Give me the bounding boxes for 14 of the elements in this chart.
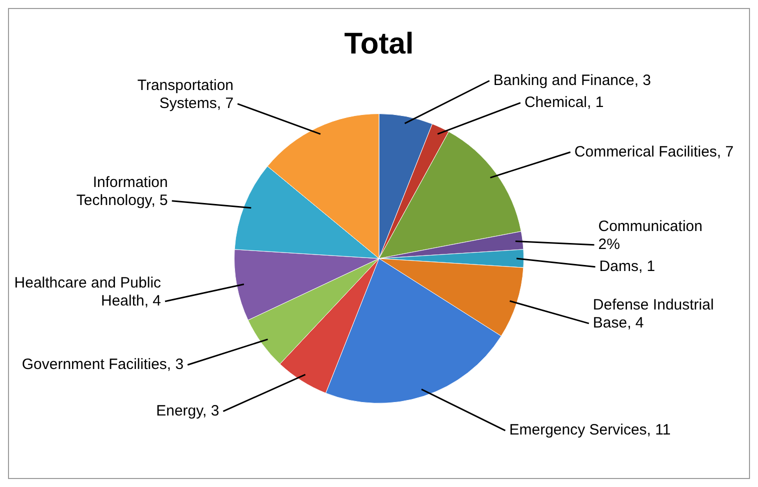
slice-label: Healthcare and Public Health, 4 (14, 274, 162, 310)
slice-label: Chemical, 1 (524, 94, 604, 111)
slice-label: Transportation Systems, 7 (137, 76, 234, 112)
slice-label: Energy, 3 (156, 402, 220, 420)
chart-title: Total (344, 27, 414, 60)
slice-label: Defense Industrial Base, 4 (592, 296, 714, 332)
slice-label: Banking and Finance, 3 (493, 72, 652, 89)
slice-label: Emergency Services, 11 (509, 422, 671, 439)
slice-label: Dams, 1 (599, 258, 656, 275)
text: 2% (598, 236, 620, 253)
slice-label: Government Facilities, 3 (22, 356, 184, 373)
slice-label: Communication (598, 218, 702, 235)
slice-label: Information Technology, 5 (76, 174, 168, 210)
slice-label: Commerical Facilities, 7 (574, 143, 734, 160)
